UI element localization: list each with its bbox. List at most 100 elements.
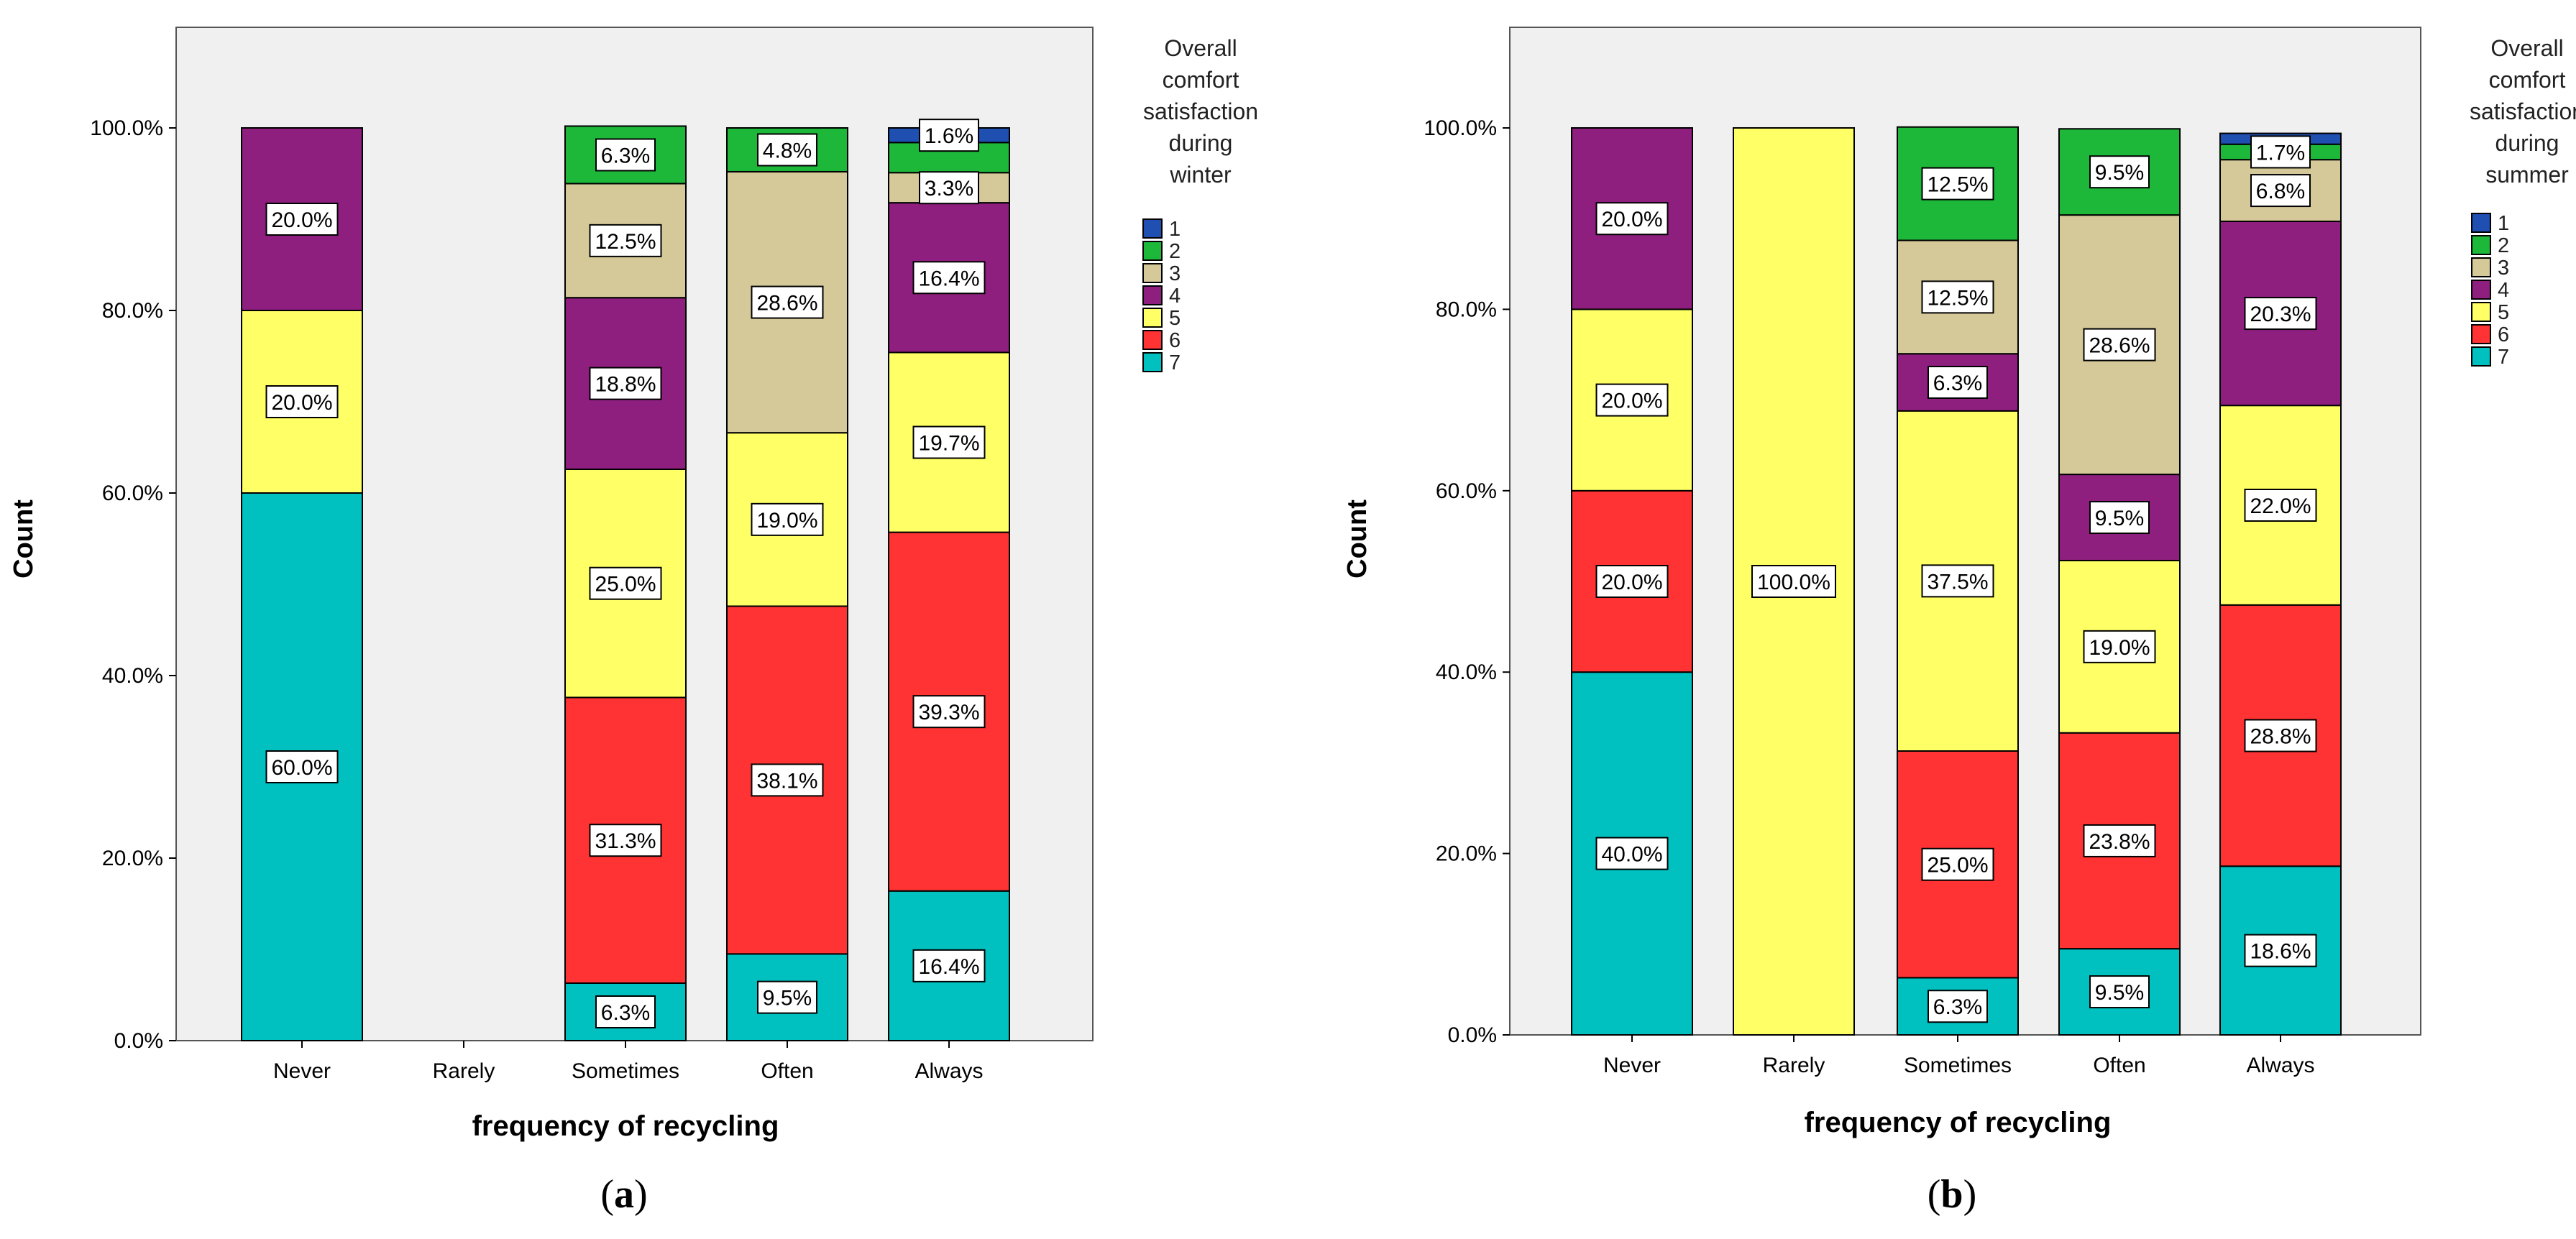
bar-data-label-text: 16.4% — [918, 955, 979, 979]
bar-data-label-box — [589, 224, 662, 257]
bar-data-label-text: 60.0% — [271, 756, 332, 780]
bar-data-label-box — [2089, 975, 2150, 1009]
legend-item: 4 — [2471, 279, 2509, 302]
bar-data-label: 25.0% — [589, 566, 662, 600]
legend-label: 5 — [1169, 307, 1181, 330]
bar-data-label-box — [1921, 564, 1994, 598]
legend-title-line: Overall — [1164, 35, 1237, 61]
x-axis-label-a: frequency of recycling — [472, 1110, 779, 1142]
legend-label: 4 — [2498, 279, 2509, 302]
bar-data-label-text: 19.0% — [756, 509, 817, 533]
panel-letter: b — [1940, 1172, 1963, 1217]
legend-item: 7 — [1142, 351, 1181, 374]
legend-title-line: during — [2495, 130, 2559, 156]
bar-data-label-box — [919, 171, 979, 205]
legend-item: 6 — [2471, 323, 2509, 346]
bar-data-label-box — [1928, 990, 1988, 1023]
bar-data-label: 60.0% — [265, 750, 339, 783]
bar-data-label: 20.0% — [265, 385, 339, 418]
bar-data-label: 9.5% — [2089, 975, 2150, 1009]
legend-label: 1 — [1169, 218, 1181, 241]
bar-data-label-box — [1921, 280, 1994, 314]
legend-label: 1 — [2498, 212, 2509, 235]
legend-label: 2 — [1169, 240, 1181, 263]
bar-data-label-text: 25.0% — [1927, 854, 1988, 878]
bar-data-label-text: 28.6% — [2089, 334, 2150, 358]
bar-data-label-box — [1595, 837, 1669, 870]
bar-data-label: 38.1% — [751, 763, 824, 797]
bar-data-label: 6.8% — [2250, 174, 2311, 208]
bar-data-label: 18.6% — [2244, 934, 2317, 967]
panel-caption-b: (b) — [1928, 1172, 1976, 1217]
bar-data-label-box — [265, 203, 339, 236]
bar-data-label: 19.0% — [2083, 630, 2156, 663]
legend-item: 2 — [2471, 234, 2509, 257]
legend-title-line: comfort — [2489, 67, 2566, 93]
bar-data-label-box — [2089, 501, 2150, 535]
bar-data-label-text: 20.0% — [1601, 571, 1662, 594]
x-tick-label: Sometimes — [572, 1059, 679, 1083]
bar-data-label-box — [1928, 365, 1988, 399]
y-axis-label-a: Count — [9, 499, 39, 579]
bar-data-label: 19.0% — [751, 502, 824, 536]
bar-data-label-box — [2250, 174, 2311, 208]
bar-data-label: 12.5% — [589, 224, 662, 257]
legend-label: 6 — [1169, 329, 1181, 352]
bar-data-label: 12.5% — [1921, 280, 1994, 314]
bar-data-label: 6.3% — [595, 138, 656, 172]
legend-title-line: winter — [1169, 162, 1232, 188]
bar-data-label-text: 23.8% — [2089, 830, 2150, 854]
x-tick-label: Never — [1603, 1054, 1661, 1077]
bar-data-label-box — [1921, 167, 1994, 201]
bar-data-label-text: 18.8% — [595, 373, 656, 397]
legend-swatch — [1142, 241, 1163, 261]
y-tick-label: 40.0% — [102, 664, 163, 688]
bar-data-label-text: 31.3% — [595, 829, 656, 853]
bar-data-label-text: 37.5% — [1927, 570, 1988, 594]
legend-title-line: satisfaction — [1143, 98, 1258, 124]
bar-data-label-text: 39.3% — [918, 701, 979, 724]
bar-data-label: 9.5% — [757, 980, 817, 1014]
bar-data-label-text: 38.1% — [756, 769, 817, 793]
legend-label: 2 — [2498, 234, 2509, 257]
bar-data-label-box — [2250, 135, 2311, 169]
panel-letter: a — [614, 1172, 634, 1217]
bar-data-label: 1.7% — [2250, 135, 2311, 169]
bar-data-label-box — [2244, 488, 2317, 522]
legend-swatch — [2471, 235, 2491, 255]
bar-data-label: 28.6% — [751, 285, 824, 319]
bar-data-label-text: 9.5% — [2095, 981, 2144, 1005]
bar-data-label: 6.3% — [1928, 365, 1988, 399]
legend-item: 7 — [2471, 346, 2509, 369]
bar-data-label: 16.4% — [912, 949, 986, 982]
bar-data-label-box — [751, 763, 824, 797]
bar-data-label-text: 100.0% — [1757, 571, 1830, 594]
legend-title-line: during — [1169, 130, 1233, 156]
legend-item: 5 — [1142, 307, 1181, 330]
bar-data-label-box — [751, 502, 824, 536]
bar-data-label: 19.7% — [912, 425, 986, 459]
bar-data-label-text: 1.7% — [2256, 141, 2305, 165]
legend-label: 3 — [1169, 262, 1181, 285]
x-axis-b: Never Rarely Sometimes Often Always — [1603, 1035, 2315, 1077]
y-tick-label: 20.0% — [102, 847, 163, 870]
bar-data-label: 20.0% — [265, 203, 339, 236]
bar-data-label: 9.5% — [2089, 501, 2150, 535]
panel-caption-text: (a) — [600, 1172, 647, 1217]
legend-swatch — [2471, 213, 2491, 233]
x-tick-label: Often — [761, 1059, 813, 1083]
bar-data-label-box — [1595, 383, 1669, 417]
y-tick-label: 80.0% — [1436, 298, 1497, 321]
chart-panel-a: 0.0%20.0%40.0%60.0%80.0%100.0% 60.0%20.0… — [9, 27, 1258, 1217]
bar-data-label-text: 25.0% — [595, 573, 656, 597]
panel-caption-a: (a) — [600, 1172, 647, 1217]
y-tick-label: 40.0% — [1436, 660, 1497, 684]
legend-label: 7 — [1169, 351, 1181, 374]
bar-data-label: 20.3% — [2244, 297, 2317, 331]
legend-b: Overall comfort satisfaction during summer 12… — [2470, 35, 2576, 369]
panel-caption-text: (b) — [1928, 1172, 1976, 1217]
legend-a: Overall comfort satisfaction during winter 12… — [1142, 35, 1258, 374]
y-tick-label: 100.0% — [1424, 116, 1497, 140]
legend-swatch — [2471, 280, 2491, 300]
bar-data-label-text: 18.6% — [2250, 940, 2311, 964]
